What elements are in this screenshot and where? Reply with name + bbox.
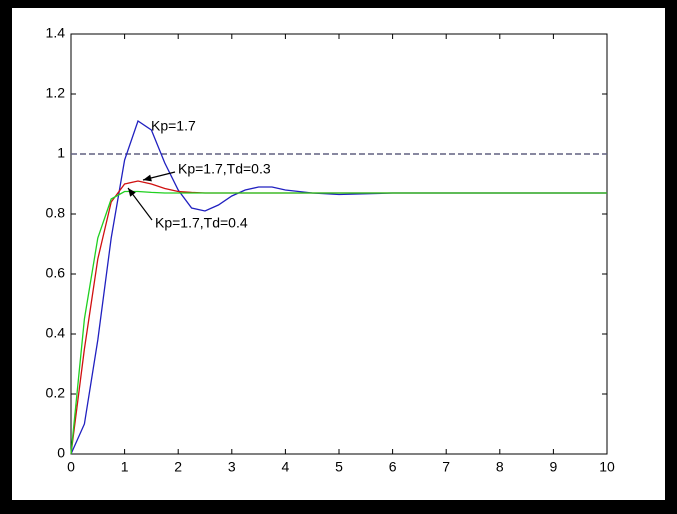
watermark: 知乎 @渴望海洋的咸鱼	[452, 476, 627, 495]
x-tick-label: 7	[442, 459, 450, 475]
x-tick-label: 5	[335, 459, 343, 475]
x-tick-label: 8	[496, 459, 504, 475]
y-tick-label: 0.4	[46, 325, 66, 341]
y-tick-label: 0.6	[46, 265, 66, 281]
annotation: Kp=1.7,Td=0.3	[178, 161, 271, 177]
y-tick-label: 1	[57, 145, 65, 161]
y-tick-label: 0.8	[46, 205, 66, 221]
x-tick-label: 0	[67, 459, 75, 475]
series-line	[70, 190, 607, 455]
x-tick-label: 6	[389, 459, 397, 475]
y-tick-label: 0.2	[46, 385, 66, 401]
y-tick-label: 1.4	[46, 25, 66, 41]
x-tick-label: 9	[550, 459, 558, 475]
arrow-head	[128, 188, 136, 197]
annotation: Kp=1.7	[151, 118, 196, 134]
x-tick-label: 10	[599, 459, 615, 475]
arrow-head	[143, 174, 152, 182]
y-tick-label: 1.2	[46, 85, 66, 101]
x-tick-label: 1	[121, 459, 129, 475]
plot-area	[70, 33, 608, 455]
x-tick-label: 2	[174, 459, 182, 475]
y-tick-label: 0	[57, 445, 65, 461]
annotation: Kp=1.7,Td=0.4	[155, 215, 248, 231]
x-tick-label: 3	[228, 459, 236, 475]
x-tick-label: 4	[282, 459, 290, 475]
